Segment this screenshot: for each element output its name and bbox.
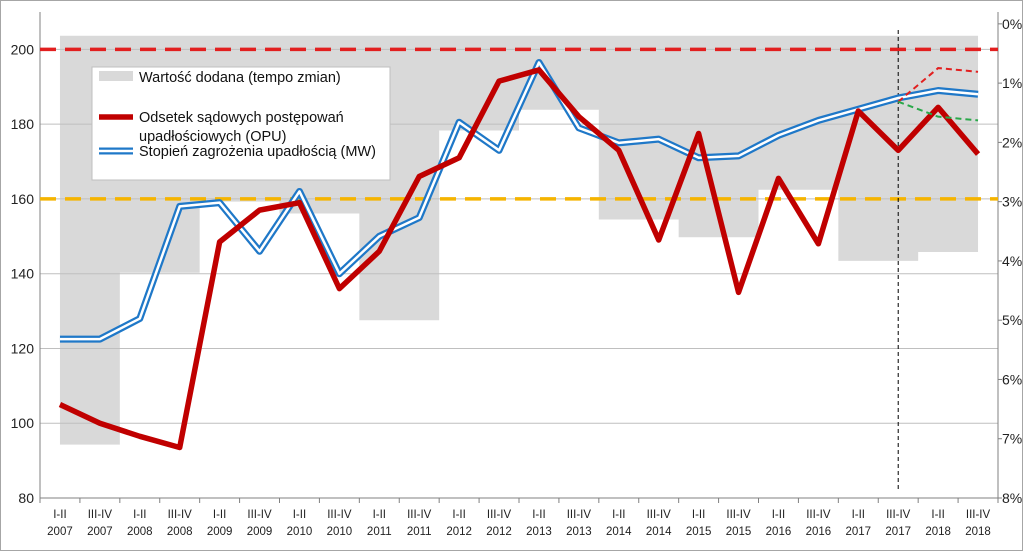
- forecast-line: [897, 100, 979, 122]
- x-tick-label-year: 2014: [646, 526, 672, 538]
- x-tick-label-period: III-IV: [726, 509, 751, 521]
- legend-swatch-area: [99, 71, 133, 81]
- x-tick-label-period: III-IV: [407, 509, 432, 521]
- x-tick-label-year: 2009: [207, 526, 233, 538]
- x-tick-label-period: I-II: [772, 509, 785, 521]
- x-tick-label-period: III-IV: [88, 509, 113, 521]
- x-tick-label-year: 2014: [606, 526, 632, 538]
- x-tick-label-period: I-II: [373, 509, 386, 521]
- x-tick-label-period: I-II: [692, 509, 705, 521]
- x-tick-label-year: 2007: [47, 526, 73, 538]
- x-tick-label-period: III-IV: [966, 509, 991, 521]
- legend-label-area: Wartość dodana (tempo zmian): [139, 70, 341, 86]
- x-tick-label-year: 2010: [287, 526, 313, 538]
- y-right-tick-label: 0%: [1002, 16, 1022, 32]
- x-tick-label-year: 2016: [806, 526, 832, 538]
- x-tick-label-period: I-II: [931, 509, 944, 521]
- x-tick-label-year: 2008: [167, 526, 193, 538]
- x-tick-label-period: III-IV: [168, 509, 193, 521]
- x-tick-label-period: I-II: [293, 509, 306, 521]
- y-left-tick-label: 100: [11, 415, 35, 431]
- x-tick-label-year: 2010: [327, 526, 353, 538]
- forecast-line: [897, 67, 979, 103]
- y-left-tick-label: 80: [18, 490, 34, 506]
- x-tick-label-period: I-II: [852, 509, 865, 521]
- x-tick-label-year: 2015: [726, 526, 752, 538]
- x-tick-label-year: 2013: [566, 526, 592, 538]
- y-left-tick-label: 200: [11, 41, 35, 57]
- legend-label-opu: Odsetek sądowych postępowań upadłościowyc…: [139, 110, 344, 145]
- x-tick-label-year: 2011: [367, 526, 392, 538]
- y-left-tick-label: 160: [11, 191, 35, 207]
- y-left-tick-label: 180: [11, 116, 35, 132]
- x-tick-label-period: I-II: [612, 509, 625, 521]
- x-tick-label-period: I-II: [53, 509, 66, 521]
- legend-box: [91, 66, 391, 181]
- legend-label-mw: Stopień zagrożenia upadłością (MW): [139, 144, 376, 160]
- series-opu-line: [58, 67, 981, 451]
- y-left-tick-label: 120: [11, 340, 35, 356]
- x-tick-label-period: III-IV: [567, 509, 592, 521]
- y-right-tick-label: 2%: [1002, 134, 1022, 150]
- x-tick-label-period: III-IV: [806, 509, 831, 521]
- y-right-tick-label: 3%: [1002, 194, 1022, 210]
- x-tick-label-year: 2016: [766, 526, 792, 538]
- x-tick-label-period: III-IV: [327, 509, 352, 521]
- x-tick-label-period: III-IV: [487, 509, 512, 521]
- x-tick-label-period: III-IV: [647, 509, 672, 521]
- x-tick-label-year: 2009: [247, 526, 273, 538]
- y-right-tick-label: 5%: [1002, 312, 1022, 328]
- legend: Wartość dodana (tempo zmian) Odsetek sądo…: [91, 66, 391, 181]
- x-tick-label-year: 2012: [486, 526, 512, 538]
- x-tick-label-year: 2017: [845, 526, 871, 538]
- x-tick-label-period: I-II: [532, 509, 545, 521]
- x-tick-label-year: 2015: [686, 526, 712, 538]
- x-tick-label-period: III-IV: [247, 509, 272, 521]
- x-tick-label-year: 2013: [526, 526, 552, 538]
- x-tick-label-year: 2012: [446, 526, 472, 538]
- y-right-tick-label: 4%: [1002, 253, 1022, 269]
- y-right-tick-label: 7%: [1002, 431, 1022, 447]
- x-tick-label-year: 2007: [87, 526, 113, 538]
- x-tick-label-year: 2017: [885, 526, 911, 538]
- y-right-tick-label: 6%: [1002, 371, 1022, 387]
- x-tick-label-year: 2018: [925, 526, 951, 538]
- series-mw-line-inner: [59, 61, 979, 341]
- x-tick-label-year: 2008: [127, 526, 153, 538]
- y-right-tick-label: 8%: [1002, 490, 1022, 506]
- x-tick-label-year: 2018: [965, 526, 991, 538]
- y-left-tick-label: 140: [11, 266, 35, 282]
- x-tick-label-period: I-II: [213, 509, 226, 521]
- x-tick-label-period: I-II: [452, 509, 465, 521]
- x-tick-label-year: 2011: [407, 526, 432, 538]
- x-tick-label-period: III-IV: [886, 509, 911, 521]
- x-tick-label-period: I-II: [133, 509, 146, 521]
- y-right-tick-label: 1%: [1002, 75, 1022, 91]
